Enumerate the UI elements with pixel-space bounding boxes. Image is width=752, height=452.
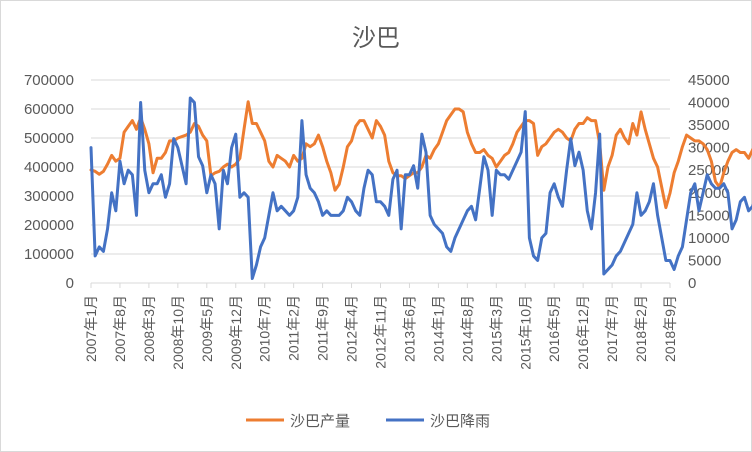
x-axis-tick-label: 2015年3月 [488,295,504,362]
right-axis-ticks: 0500010000150002000025000300003500040000… [688,72,730,292]
x-axis-tick-label: 2007年8月 [112,295,128,362]
left-axis-tick-label: 100000 [24,246,74,263]
x-axis-tick-label: 2013年6月 [401,295,417,362]
right-axis-tick-label: 30000 [688,140,730,157]
right-axis-tick-label: 45000 [688,72,730,89]
x-axis-tick-label: 2007年1月 [83,295,99,362]
x-axis-tick-label: 2016年12月 [575,295,591,370]
left-axis-tick-label: 600000 [24,101,74,118]
x-axis-tick-label: 2016年5月 [546,295,562,362]
x-axis-ticks: 2007年1月 2007年8月 2008年3月 2008年10月 2009年5月 2009… [83,283,678,370]
left-axis-tick-label: 400000 [24,159,74,176]
x-axis-tick-label: 2009年12月 [228,295,244,370]
x-axis-tick-label: 2011年9月 [315,295,331,361]
legend: 沙巴产量 沙巴降雨 [246,413,490,430]
series-line-rainfall [89,96,752,280]
x-axis-tick-label: 2008年3月 [141,295,157,362]
legend-label: 沙巴产量 [290,413,350,430]
x-axis-tick-label: 2012年11月 [373,295,389,369]
right-axis-tick-label: 0 [688,275,696,292]
x-axis-tick-label: 2014年8月 [459,295,475,362]
left-axis-tick-label: 300000 [24,188,74,205]
legend-label: 沙巴降雨 [430,413,490,430]
x-axis-tick-label: 2017年7月 [604,295,620,362]
x-axis-tick-label: 2011年2月 [286,295,302,361]
left-axis-tick-label: 700000 [24,72,74,89]
x-axis-tick-label: 2015年10月 [517,295,533,370]
right-axis-tick-label: 25000 [688,162,730,179]
x-axis-tick-label: 2008年10月 [170,295,186,370]
x-axis-tick-label: 2012年4月 [344,295,360,362]
chart-title: 沙巴 [352,25,400,52]
left-axis-ticks: 0 100000 200000 300000 400000 500000 600000 700… [24,72,74,292]
right-axis-tick-label: 10000 [688,230,730,247]
x-axis-tick-label: 2018年9月 [662,295,678,362]
right-axis-tick-label: 15000 [688,207,730,224]
left-axis-tick-label: 0 [66,275,74,292]
left-axis-tick-label: 200000 [24,217,74,234]
right-axis-tick-label: 35000 [688,117,730,134]
x-axis-tick-label: 2010年7月 [257,295,273,362]
right-axis-tick-label: 40000 [688,95,730,112]
x-axis-tick-label: 2018年2月 [633,295,649,362]
left-axis-tick-label: 500000 [24,130,74,147]
x-axis-tick-label: 2014年1月 [430,295,446,362]
x-axis-tick-label: 2009年5月 [199,295,215,362]
right-axis-tick-label: 5000 [688,252,721,269]
series-layer [89,96,752,280]
